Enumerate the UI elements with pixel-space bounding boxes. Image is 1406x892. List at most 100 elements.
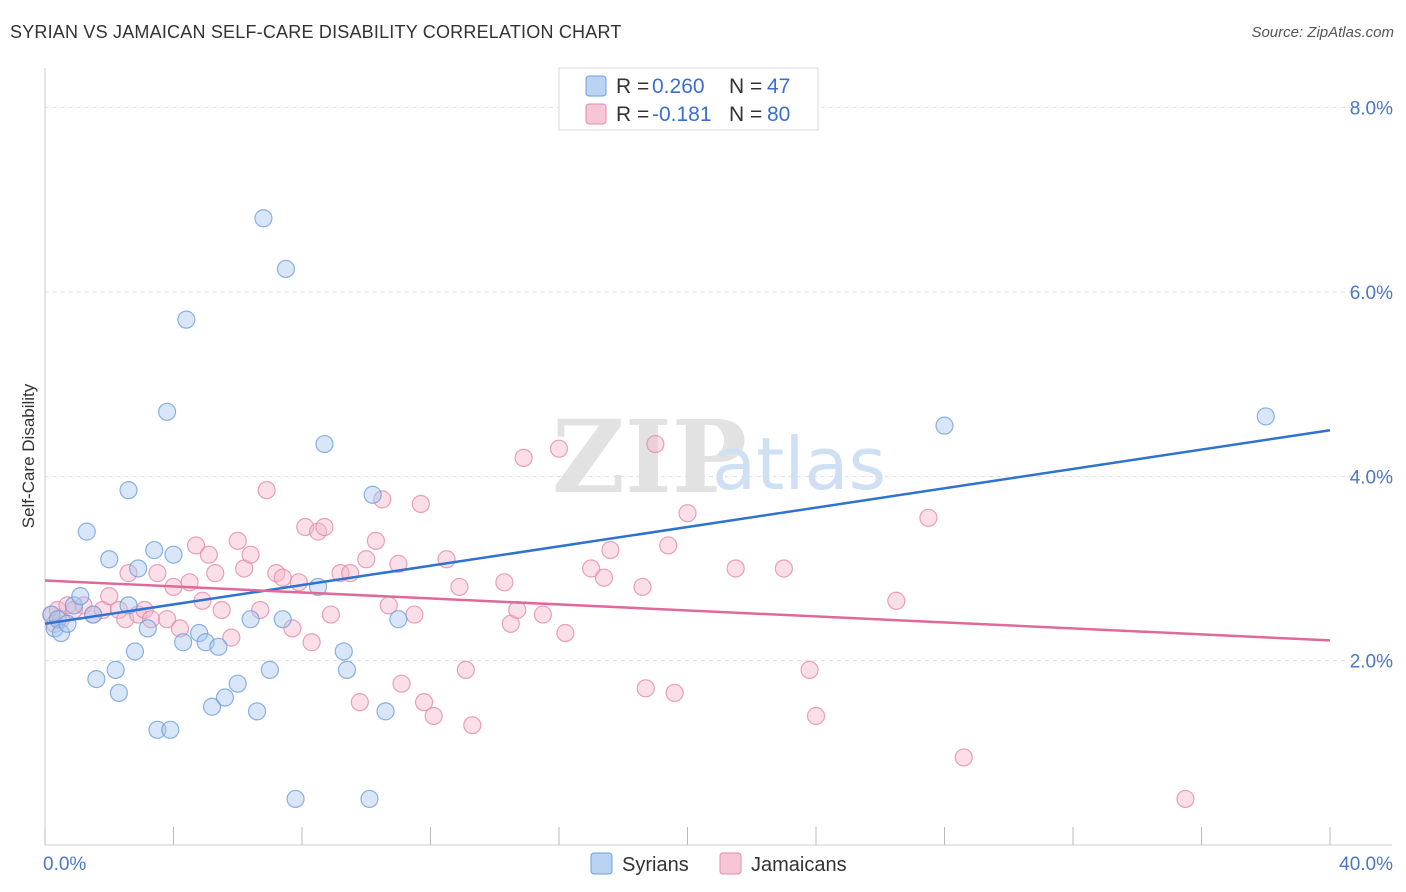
jamaican-point (646, 434, 665, 454)
jamaican-point (350, 693, 369, 712)
legend-n-value-syrians: 47 (767, 75, 790, 98)
jamaican-point (450, 577, 469, 597)
syrian-point (109, 683, 128, 703)
jamaican-point (228, 531, 247, 550)
jamaican-point (463, 716, 482, 735)
x-tick-label-min: 0.0% (43, 854, 86, 875)
jamaican-point (251, 600, 270, 620)
syrian-point (209, 637, 228, 656)
bottom-legend: Syrians Jamaicans (590, 852, 847, 876)
jamaican-point (887, 591, 906, 610)
bottom-legend-swatch-jamaicans (719, 852, 742, 875)
jamaican-point (414, 693, 434, 712)
jamaican-point (331, 564, 350, 583)
syrian-point (58, 614, 77, 633)
jamaican-point (806, 706, 826, 726)
jamaican-point (954, 748, 973, 767)
jamaican-point (321, 605, 341, 624)
syrian-point (77, 522, 96, 541)
syrian-point (241, 610, 260, 629)
syrian-point (51, 623, 71, 643)
jamaican-point (283, 619, 302, 638)
syrian-point (64, 596, 84, 615)
jamaican-point (357, 550, 376, 569)
syrian-point (389, 610, 408, 629)
jamaican-point (411, 494, 430, 514)
jamaican-point (257, 481, 276, 500)
legend-r-value-jamaicans: -0.181 (652, 103, 712, 126)
syrian-point (273, 610, 292, 629)
jamaican-point (100, 587, 119, 606)
syrian-point (157, 402, 177, 421)
jamaican-point (170, 619, 190, 638)
chart-source: Source: ZipAtlas.com (1251, 24, 1394, 41)
axes (44, 68, 1392, 846)
jamaican-point (222, 628, 241, 647)
jamaican-point (267, 564, 286, 583)
jamaican-point (800, 660, 819, 679)
jamaican-point (636, 679, 655, 698)
syrian-point (215, 688, 234, 707)
jamaican-point (919, 508, 938, 527)
jamaican-point (273, 568, 292, 587)
syrian-point (1256, 407, 1275, 426)
jamaican-point (456, 660, 475, 679)
jamaican-point (373, 490, 392, 509)
jamaican-point (633, 577, 652, 597)
syrian-point (202, 697, 222, 716)
jamaican-point (315, 517, 334, 537)
y-tick-label: 2.0% (1350, 652, 1393, 673)
y-tick-label: 6.0% (1350, 283, 1393, 304)
jamaican-point (157, 610, 177, 629)
syrian-point (71, 587, 90, 606)
syrian-point (360, 789, 379, 809)
jamaican-point (424, 706, 443, 726)
jamaican-point (678, 504, 697, 523)
jamaican-series (42, 434, 1195, 809)
bottom-legend-swatch-syrians (590, 852, 613, 875)
jamaican-trend-line (44, 579, 1331, 642)
syrian-point (119, 481, 138, 500)
watermark: ZIP atlas (552, 398, 886, 516)
jamaican-point (549, 439, 569, 458)
bottom-legend-syrians: Syrians (622, 854, 689, 876)
legend-n-label-syrians: N = (729, 75, 762, 98)
jamaican-point (514, 448, 533, 467)
jamaican-point (389, 554, 408, 573)
syrian-point (363, 485, 382, 504)
y-tick-labels: 2.0% 4.0% 6.0% 8.0% (1350, 99, 1393, 673)
syrian-point (376, 702, 395, 721)
jamaican-point (601, 540, 620, 560)
syrian-point (935, 416, 954, 435)
syrian-point (148, 720, 167, 739)
syrian-point (337, 660, 357, 679)
jamaican-point (58, 596, 77, 615)
syrian-point (100, 550, 119, 569)
syrian-point (125, 642, 145, 661)
jamaican-point (119, 564, 138, 583)
legend-swatch-jamaicans (585, 103, 607, 125)
jamaican-point (289, 573, 308, 592)
legend-n-label-jamaicans: N = (729, 103, 762, 126)
legend-swatch-syrians (585, 75, 607, 97)
syrian-point (174, 633, 193, 652)
jamaican-point (405, 605, 424, 624)
chart-title: SYRIAN VS JAMAICAN SELF-CARE DISABILITY … (10, 22, 622, 42)
watermark-atlas: atlas (712, 422, 886, 506)
syrian-point (247, 702, 267, 721)
jamaican-point (659, 536, 678, 555)
syrian-point (87, 669, 106, 689)
syrian-point (260, 660, 279, 679)
trend-lines (44, 429, 1331, 642)
jamaican-point (495, 573, 514, 592)
grid-lines (45, 107, 1392, 662)
jamaican-point (726, 559, 745, 578)
jamaican-point (665, 683, 684, 703)
y-tick-label: 4.0% (1350, 467, 1393, 488)
jamaican-point (241, 545, 260, 564)
jamaican-point (1176, 789, 1195, 809)
legend-n-value-jamaicans: 80 (767, 103, 790, 126)
y-axis-title: Self-Care Disability (19, 383, 38, 528)
syrian-point (138, 619, 157, 638)
